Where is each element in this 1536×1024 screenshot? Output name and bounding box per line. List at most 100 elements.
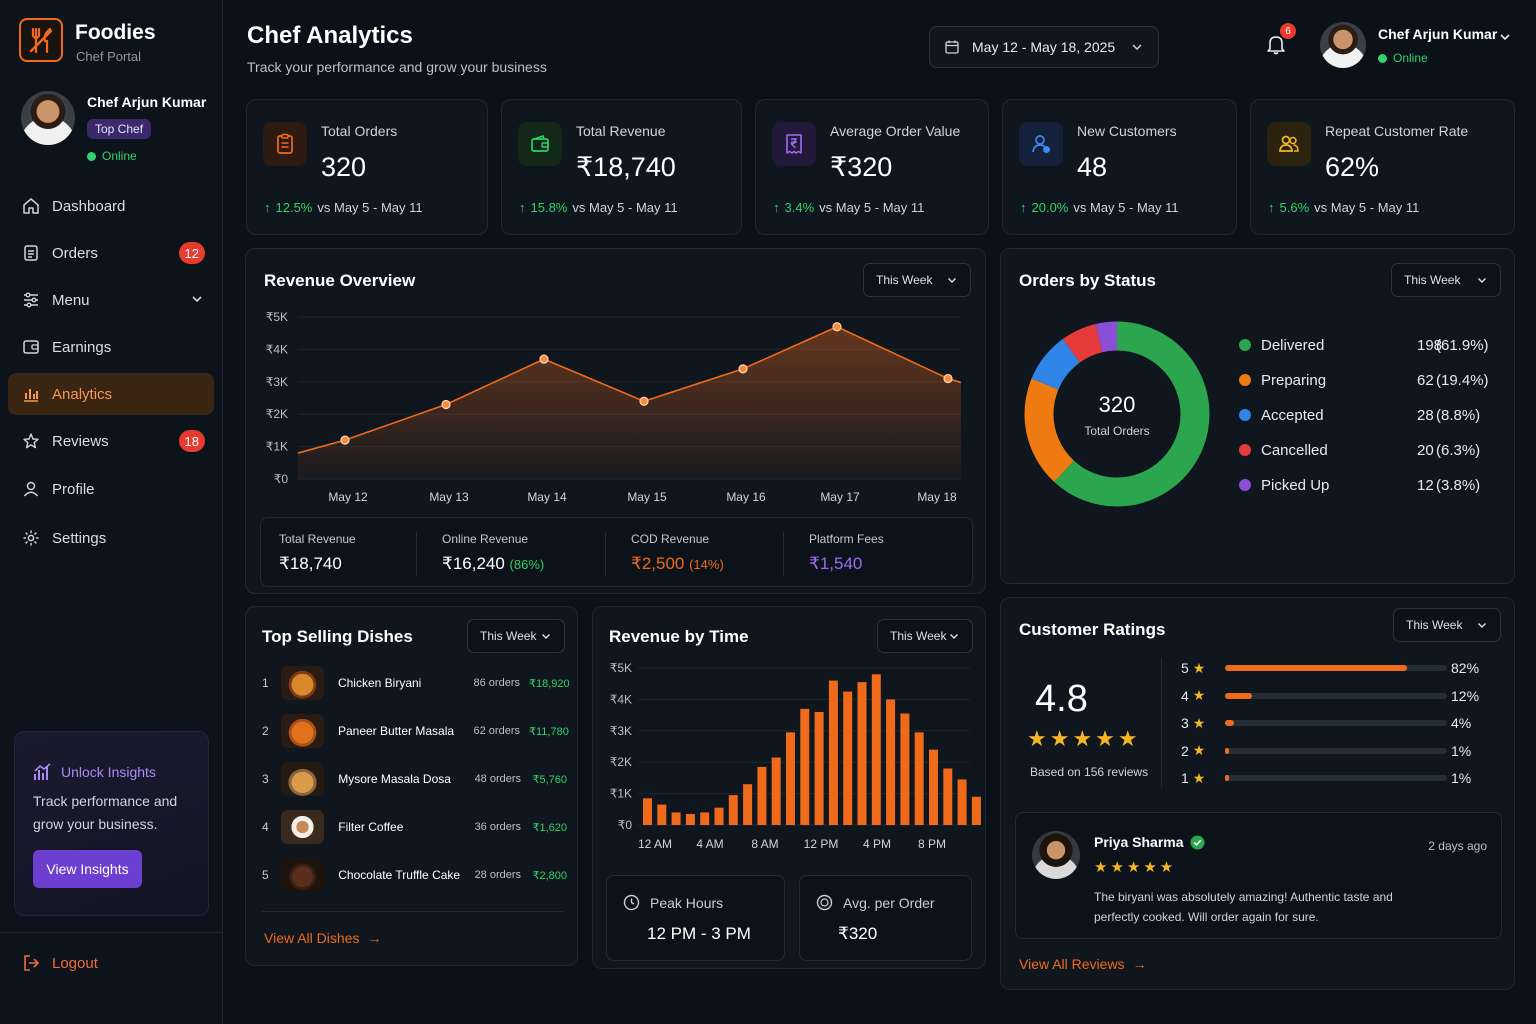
bar[interactable] [671,812,681,825]
bar[interactable] [800,708,810,825]
bar[interactable] [857,682,867,825]
x-tick-label: 4 PM [863,837,891,851]
period-select[interactable]: This Week [467,619,565,653]
rating-percent: 4% [1451,715,1472,731]
chevron-down-icon [542,634,550,639]
donut-total: 320 [1098,392,1136,417]
bar[interactable] [743,784,753,825]
legend-dot-icon [1239,409,1251,421]
legend-count: 198 [1417,336,1443,354]
user-icon [22,480,40,498]
x-tick-label: 12 PM [804,837,839,851]
bar[interactable] [657,804,667,825]
bar[interactable] [728,795,738,825]
kpi-value: 62% [1325,152,1380,182]
star-icon: ★ [1192,769,1206,786]
x-tick-label: May 15 [627,490,667,504]
review-text: The biryani was absolutely amazing! Auth… [1094,890,1393,924]
bar[interactable] [914,732,924,825]
sliders-icon [22,291,40,309]
bar[interactable] [871,674,881,825]
logout-button[interactable]: Logout [22,954,98,972]
y-tick-label: ₹4K [266,342,288,356]
bar[interactable] [714,807,724,825]
nav-earnings[interactable]: Earnings [8,326,214,368]
bar[interactable] [843,691,853,825]
rating-percent: 1% [1451,742,1472,759]
nav-label: Menu [52,291,90,309]
bar[interactable] [957,779,967,825]
chevron-down-icon [950,634,958,639]
bar[interactable] [685,814,695,825]
bar[interactable] [757,766,767,825]
arrow-up-icon: ↑ [773,200,780,215]
bar[interactable] [814,711,824,825]
rating-percent: 12% [1451,687,1480,704]
kpi-label: Total Revenue [576,123,666,139]
data-point[interactable] [738,364,748,374]
period-select[interactable]: This Week [877,619,973,653]
notifications-button[interactable] [1258,26,1294,62]
list-item[interactable]: 1 Chicken Biryani 86 orders ₹18,920 [262,663,570,703]
nav-orders[interactable]: Orders 12 [8,232,214,274]
legend-item: Picked Up 12 (3.8%) [1239,475,1499,495]
avatar [21,91,75,145]
view-all-dishes-link[interactable]: View All Dishes → [264,930,382,946]
list-item[interactable]: 4 Filter Coffee 36 orders ₹1,620 [262,807,567,847]
data-point[interactable] [943,373,953,384]
logo-icon [19,18,63,62]
data-point[interactable] [441,399,451,410]
nav-menu[interactable]: Menu [8,279,214,321]
donut-slice-picked-up[interactable] [1024,321,1210,507]
rating-bar-fill [1225,720,1234,726]
bar[interactable] [886,699,896,825]
bar[interactable] [900,713,910,825]
bar[interactable] [771,757,781,825]
list-item[interactable]: 5 Chocolate Truffle Cake 28 orders ₹2,80… [262,855,567,895]
bar[interactable] [786,732,795,825]
data-point[interactable] [639,396,649,406]
period-select[interactable]: This Week [1393,608,1501,642]
star-icon: ★ [1192,714,1206,731]
donut-slice-preparing[interactable] [1024,321,1210,507]
avatar[interactable] [1320,22,1366,68]
nav-settings[interactable]: Settings [8,517,214,559]
y-tick-label: ₹4K [610,692,632,706]
wallet-icon [22,338,40,356]
nav-reviews[interactable]: Reviews 18 [8,420,214,462]
view-insights-button[interactable]: View Insights [33,850,142,888]
nav-analytics[interactable]: Analytics [8,373,214,415]
section-title: Orders by Status [1019,271,1156,290]
bar[interactable] [929,749,938,825]
bar[interactable] [943,768,953,825]
data-point[interactable] [340,435,350,445]
reviews-count-badge: 18 [178,430,205,452]
nav-dashboard[interactable]: Dashboard [8,185,214,227]
kpi-change: ↑ 20.0% vs May 5 - May 11 [1020,200,1179,215]
dosa-image [281,762,325,796]
bar[interactable] [971,796,981,825]
x-tick-label: May 16 [726,490,766,504]
bar[interactable] [700,812,710,825]
view-all-reviews-link[interactable]: View All Reviews → [1019,956,1147,972]
legend-dot-icon [1239,374,1251,386]
user-name: Chef Arjun Kumar [87,94,207,110]
date-range-picker[interactable]: May 12 - May 18, 2025 [929,26,1159,68]
list-item[interactable]: 3 Mysore Masala Dosa 48 orders ₹5,760 [262,759,567,799]
period-select[interactable]: This Week [863,263,971,297]
nav-profile[interactable]: Profile [8,468,214,510]
data-point[interactable] [539,354,549,364]
nav-label: Settings [52,529,107,547]
kpi-value: 320 [321,152,367,182]
user-menu-chevron-icon[interactable] [1498,30,1512,49]
header-user-name[interactable]: Chef Arjun Kumar [1378,26,1498,42]
brand-subtitle: Chef Portal [76,49,142,64]
data-point[interactable] [832,322,842,332]
rating-bar-fill [1225,692,1252,699]
period-select[interactable]: This Week [1391,263,1501,297]
list-item[interactable]: 2 Paneer Butter Masala 62 orders ₹11,780 [262,711,569,751]
x-tick-label: 4 AM [696,837,723,851]
bar[interactable] [828,680,838,825]
bar[interactable] [643,798,652,825]
revenue-by-time-card: Revenue by Time This Week ₹0 ₹1K ₹2K ₹3K ₹4K… [592,606,986,969]
